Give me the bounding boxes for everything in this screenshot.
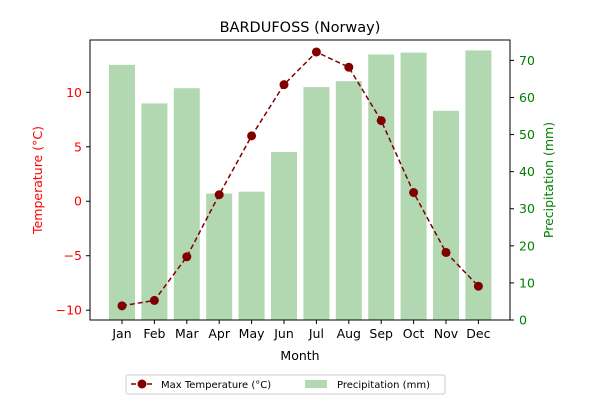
x-tick-label: Jun [273,326,294,341]
x-tick-label: Oct [403,326,425,341]
x-tick-label: Feb [143,326,165,341]
precipitation-bar-sep [368,54,395,321]
legend: Max Temperature (°C) Precipitation (mm) [125,374,446,395]
y-right-tick-label: 40 [519,164,535,179]
legend-marker-swatch [137,379,147,389]
x-tick-label: Jan [111,326,131,341]
x-tick-label: Jul [308,326,324,341]
temperature-point-oct [409,188,419,198]
precipitation-bars [109,50,492,321]
axis-ticks: Jan Feb Mar Apr May Jun Jul Aug Sep Oct Nov Dec −10 −… [56,53,535,341]
precipitation-bar-jun [271,152,297,320]
precipitation-bar-jul [303,87,330,320]
y-right-tick-label: 60 [519,90,535,105]
y-right-tick-label: 0 [519,313,527,328]
y-right-tick-label: 20 [519,238,535,253]
temperature-point-jan [117,301,127,311]
temperature-line [121,51,479,307]
axes-frame [89,39,511,321]
y-left-tick-label: 0 [74,194,82,209]
y-left-tick-label: 10 [66,85,82,100]
legend-label-precipitation: Precipitation (mm) [337,380,430,391]
x-tick-label: Nov [434,326,459,341]
temperature-point-aug [344,62,354,72]
legend-frame [125,374,446,395]
precipitation-bar-aug [335,81,362,321]
temperature-point-apr [214,190,224,200]
y-right-tick-label: 70 [519,53,535,68]
temperature-point-may [247,131,257,141]
precipitation-bar-mar [173,88,200,321]
x-tick-label: Sep [369,326,393,341]
temperature-point-feb [149,295,159,305]
precipitation-bar-oct [400,52,427,320]
chart-title: BARDUFOSS (Norway) [220,20,381,36]
y-right-tick-label: 10 [519,275,535,290]
precipitation-bar-dec [465,50,492,321]
temperature-point-sep [376,116,386,126]
y-axis-label-left: Temperature (°C) [30,126,45,235]
temperature-point-nov [441,247,451,257]
y-left-tick-label: −10 [56,303,82,318]
legend-bar-swatch [305,380,327,388]
x-tick-label: May [239,326,265,341]
x-tick-label: Dec [466,326,490,341]
y-left-tick-label: 5 [74,139,82,154]
x-tick-label: Mar [175,326,199,341]
precipitation-bar-jan [109,64,135,320]
legend-label-temperature: Max Temperature (°C) [161,380,271,391]
y-left-tick-label: −5 [64,248,82,263]
y-right-tick-label: 50 [519,127,535,142]
temperature-point-jun [279,80,289,90]
temperature-point-jul [311,47,321,57]
precipitation-bar-feb [141,103,168,320]
precipitation-bar-apr [206,193,233,320]
temperature-line-series [117,47,483,311]
x-tick-label: Aug [337,326,361,341]
precipitation-bar-nov [433,110,459,320]
x-tick-label: Apr [208,326,230,341]
temperature-point-mar [182,252,192,262]
temperature-point-dec [473,281,483,291]
y-right-tick-label: 30 [519,201,535,216]
x-axis-label: Month [280,348,319,363]
y-axis-label-right: Precipitation (mm) [541,122,556,238]
precipitation-bar-may [238,191,265,320]
plot-frame [89,39,511,321]
